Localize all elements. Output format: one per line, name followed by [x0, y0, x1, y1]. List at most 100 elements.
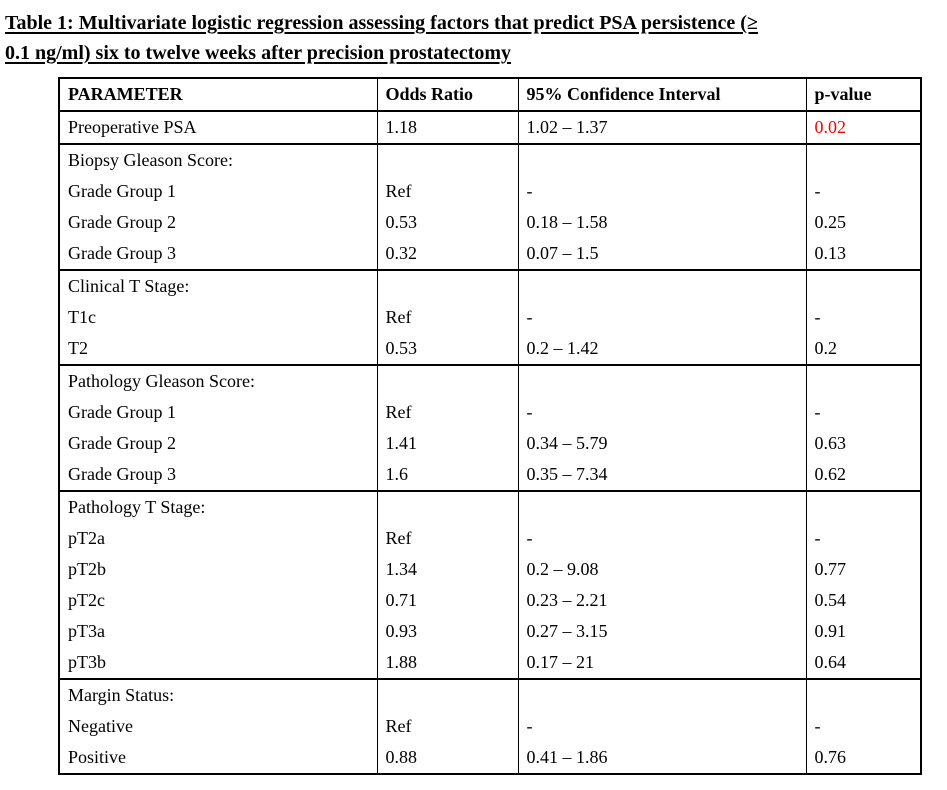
cell-p-value — [805, 490, 922, 523]
table-body: Preoperative PSA 1.18 1.02 – 1.37 0.02 Biops… — [58, 110, 922, 774]
cell-odds-ratio — [376, 269, 519, 302]
regression-table: PARAMETER Odds Ratio 95% Confidence Inte… — [58, 77, 922, 775]
cell-parameter: pT2a — [58, 523, 378, 554]
cell-odds-ratio — [376, 364, 519, 397]
cell-odds-ratio: Ref — [376, 523, 519, 554]
cell-p-value: 0.77 — [805, 554, 922, 585]
cell-odds-ratio: 0.88 — [376, 742, 519, 774]
cell-p-value: - — [805, 711, 922, 742]
cell-p-value: 0.64 — [805, 647, 922, 679]
table-row: Grade Group 2 0.53 0.18 – 1.58 0.25 — [58, 207, 922, 238]
cell-odds-ratio: Ref — [376, 711, 519, 742]
table-row: Grade Group 2 1.41 0.34 – 5.79 0.63 — [58, 428, 922, 459]
cell-p-value: 0.63 — [805, 428, 922, 459]
cell-odds-ratio: 1.18 — [376, 110, 519, 144]
cell-parameter: Grade Group 1 — [58, 397, 378, 428]
cell-parameter: Preoperative PSA — [58, 110, 378, 144]
cell-parameter: Grade Group 3 — [58, 238, 378, 270]
cell-parameter: Positive — [58, 742, 378, 774]
cell-parameter: Pathology T Stage: — [58, 490, 378, 523]
table-row: Biopsy Gleason Score: — [58, 143, 922, 176]
cell-odds-ratio: 0.93 — [376, 616, 519, 647]
column-header-parameter: PARAMETER — [58, 78, 378, 112]
cell-confidence-interval: 0.34 – 5.79 — [517, 428, 807, 459]
cell-odds-ratio: 0.53 — [376, 207, 519, 238]
cell-p-value: 0.62 — [805, 459, 922, 491]
cell-confidence-interval — [517, 678, 807, 711]
cell-confidence-interval: 0.18 – 1.58 — [517, 207, 807, 238]
cell-confidence-interval: 0.23 – 2.21 — [517, 585, 807, 616]
cell-p-value — [805, 269, 922, 302]
cell-p-value: - — [805, 523, 922, 554]
table-caption-line-2: 0.1 ng/ml) six to twelve weeks after pre… — [5, 42, 512, 64]
cell-p-value — [805, 678, 922, 711]
cell-p-value: 0.54 — [805, 585, 922, 616]
table-caption-line-1: Table 1: Multivariate logistic regressio… — [5, 12, 758, 34]
cell-odds-ratio: Ref — [376, 176, 519, 207]
column-header-confidence-interval: 95% Confidence Interval — [517, 78, 807, 112]
cell-p-value: 0.02 — [805, 110, 922, 144]
table-row: pT3a 0.93 0.27 – 3.15 0.91 — [58, 616, 922, 647]
cell-odds-ratio: 0.53 — [376, 333, 519, 365]
cell-confidence-interval: - — [517, 711, 807, 742]
table-row: pT2a Ref - - — [58, 523, 922, 554]
cell-confidence-interval: 0.27 – 3.15 — [517, 616, 807, 647]
cell-p-value: 0.2 — [805, 333, 922, 365]
cell-parameter: pT3b — [58, 647, 378, 679]
cell-odds-ratio: 0.32 — [376, 238, 519, 270]
cell-odds-ratio: 0.71 — [376, 585, 519, 616]
cell-p-value: - — [805, 302, 922, 333]
cell-parameter: pT2c — [58, 585, 378, 616]
cell-odds-ratio: Ref — [376, 397, 519, 428]
cell-p-value: 0.25 — [805, 207, 922, 238]
cell-confidence-interval: 1.02 – 1.37 — [517, 110, 807, 144]
cell-parameter: Grade Group 1 — [58, 176, 378, 207]
cell-p-value: 0.13 — [805, 238, 922, 270]
cell-odds-ratio: 1.88 — [376, 647, 519, 679]
column-header-odds-ratio: Odds Ratio — [376, 78, 519, 112]
table-row: Grade Group 1 Ref - - — [58, 397, 922, 428]
table-row: Preoperative PSA 1.18 1.02 – 1.37 0.02 — [58, 110, 922, 144]
cell-confidence-interval: 0.17 – 21 — [517, 647, 807, 679]
cell-confidence-interval: - — [517, 302, 807, 333]
cell-confidence-interval: - — [517, 176, 807, 207]
cell-parameter: Grade Group 2 — [58, 428, 378, 459]
table-row: Grade Group 3 0.32 0.07 – 1.5 0.13 — [58, 238, 922, 270]
cell-odds-ratio: 1.41 — [376, 428, 519, 459]
cell-p-value: - — [805, 176, 922, 207]
cell-p-value: 0.91 — [805, 616, 922, 647]
cell-odds-ratio: 1.34 — [376, 554, 519, 585]
cell-confidence-interval — [517, 364, 807, 397]
table-row: T2 0.53 0.2 – 1.42 0.2 — [58, 333, 922, 365]
cell-parameter: Grade Group 2 — [58, 207, 378, 238]
cell-parameter: T2 — [58, 333, 378, 365]
cell-confidence-interval — [517, 490, 807, 523]
table-row: Positive 0.88 0.41 – 1.86 0.76 — [58, 742, 922, 774]
cell-odds-ratio: 1.6 — [376, 459, 519, 491]
cell-confidence-interval: - — [517, 397, 807, 428]
table-row: Pathology Gleason Score: — [58, 364, 922, 397]
cell-parameter: Clinical T Stage: — [58, 269, 378, 302]
table-row: Grade Group 3 1.6 0.35 – 7.34 0.62 — [58, 459, 922, 491]
cell-parameter: T1c — [58, 302, 378, 333]
cell-parameter: pT3a — [58, 616, 378, 647]
cell-p-value: 0.76 — [805, 742, 922, 774]
table-row: pT2b 1.34 0.2 – 9.08 0.77 — [58, 554, 922, 585]
cell-p-value: - — [805, 397, 922, 428]
cell-confidence-interval: - — [517, 523, 807, 554]
cell-confidence-interval: 0.2 – 9.08 — [517, 554, 807, 585]
cell-confidence-interval: 0.41 – 1.86 — [517, 742, 807, 774]
table-caption: Table 1: Multivariate logistic regressio… — [0, 0, 947, 68]
cell-confidence-interval — [517, 269, 807, 302]
cell-odds-ratio — [376, 490, 519, 523]
table-header-row: PARAMETER Odds Ratio 95% Confidence Inte… — [58, 78, 922, 112]
cell-odds-ratio: Ref — [376, 302, 519, 333]
cell-odds-ratio — [376, 678, 519, 711]
cell-confidence-interval — [517, 143, 807, 176]
table-row: Clinical T Stage: — [58, 269, 922, 302]
cell-p-value — [805, 364, 922, 397]
column-header-p-value: p-value — [805, 78, 922, 112]
table-row: Grade Group 1 Ref - - — [58, 176, 922, 207]
table-row: Margin Status: — [58, 678, 922, 711]
